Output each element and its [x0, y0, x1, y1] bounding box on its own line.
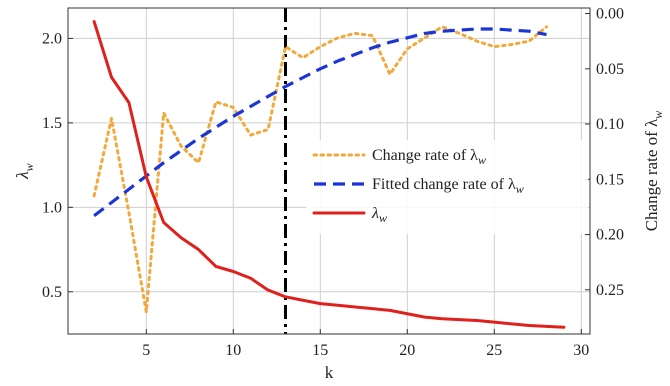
series-layer — [92, 8, 566, 334]
legend-label-change-rate-subscript: w — [478, 153, 486, 167]
legend-label-lambda-w-main: λ — [371, 205, 379, 222]
series-line-1 — [93, 27, 547, 218]
legend-label-fitted-change-rate-subscript: w — [516, 182, 524, 196]
legend-label-lambda-w-subscript: w — [379, 211, 387, 225]
y-tick-label: 2.0 — [42, 30, 62, 47]
x-tick-label: 25 — [486, 342, 502, 359]
x-tick-label: 15 — [312, 342, 328, 359]
x-tick-label: 20 — [399, 342, 415, 359]
series-line-2 — [92, 20, 566, 329]
y-tick-label: 1.0 — [42, 199, 62, 216]
y-axis-label-subscript: w — [22, 163, 36, 171]
series-line-0 — [92, 25, 548, 314]
x-axis-ticks: 5 10 15 20 25 30 — [142, 329, 589, 359]
y-axis-label-main: λ — [13, 171, 32, 179]
plot-frame — [67, 7, 591, 335]
legend-label-change-rate: Change rate of λw — [372, 147, 486, 167]
legend-background — [306, 140, 588, 234]
y2-tick-label: 0.10 — [596, 116, 624, 133]
y2-tick-label: 0.15 — [596, 171, 624, 188]
y2-axis-label: Change rate of λw — [642, 111, 665, 232]
legend-label-change-rate-main: Change rate of λ — [372, 147, 478, 164]
legend: Change rate of λw Fitted change rate of … — [306, 140, 588, 234]
y2-axis-ticks: 0.00 0.05 0.10 0.15 0.20 0.25 — [585, 6, 624, 299]
y-tick-label: 0.5 — [42, 284, 62, 301]
legend-label-fitted-change-rate-main: Fitted change rate of λ — [372, 176, 516, 193]
y-tick-label: 1.5 — [42, 115, 62, 132]
y-axis-label: λw — [13, 163, 36, 179]
y2-tick-label: 0.25 — [596, 282, 624, 299]
y2-tick-label: 0.00 — [596, 6, 624, 23]
y2-tick-label: 0.20 — [596, 227, 624, 244]
y2-axis-label-subscript: w — [651, 111, 665, 119]
x-tick-label: 10 — [225, 342, 241, 359]
legend-label-lambda-w: λw — [371, 205, 387, 225]
y2-tick-label: 0.05 — [596, 61, 624, 78]
x-tick-label: 5 — [142, 342, 150, 359]
y2-axis-label-main: Change rate of λ — [642, 118, 661, 231]
y-axis-ticks: 0.5 1.0 1.5 2.0 — [42, 30, 73, 301]
x-axis-label: k — [325, 363, 334, 382]
x-tick-label: 30 — [573, 342, 589, 359]
legend-label-fitted-change-rate: Fitted change rate of λw — [372, 176, 524, 196]
